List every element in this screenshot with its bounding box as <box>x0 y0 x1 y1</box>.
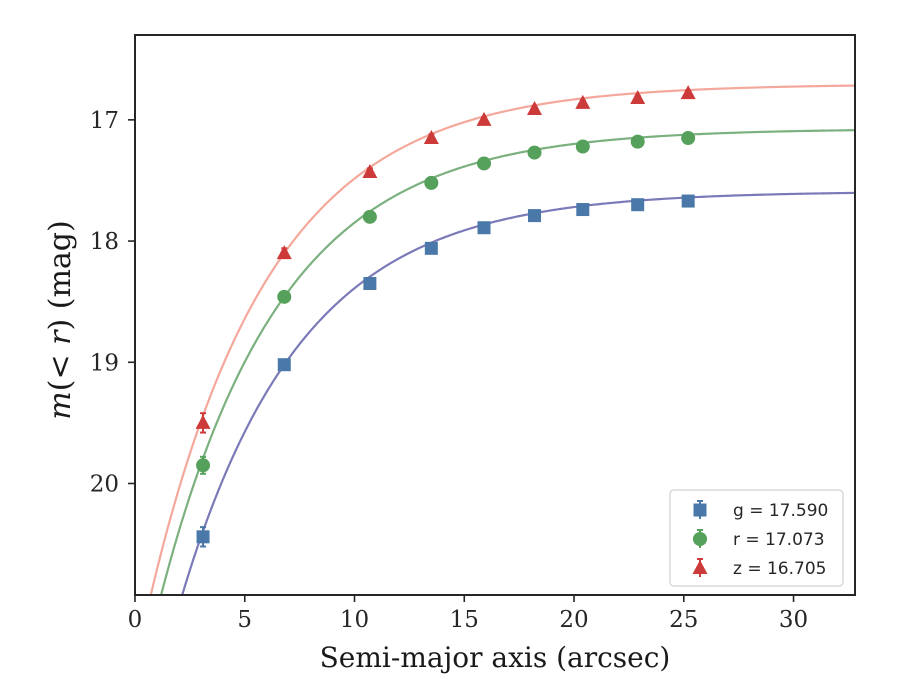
legend-marker-g <box>693 503 707 517</box>
data-point-z <box>362 163 378 178</box>
data-point-z <box>575 94 591 109</box>
data-point-g <box>477 221 491 235</box>
x-tick-label: 15 <box>450 607 479 633</box>
data-point-g <box>424 241 438 255</box>
y-tick-label: 17 <box>90 108 119 134</box>
x-tick-label: 5 <box>237 607 252 633</box>
x-tick-label: 0 <box>128 607 143 633</box>
data-point-z <box>276 245 292 260</box>
data-point-g <box>196 530 210 544</box>
legend-marker-z <box>692 560 708 574</box>
legend-box <box>669 489 844 587</box>
data-point-r <box>477 156 492 171</box>
data-point-r <box>362 209 377 224</box>
data-point-g <box>631 198 645 212</box>
data-point-g <box>363 276 377 290</box>
y-tick-label: 19 <box>90 350 119 376</box>
model-curve-r <box>159 129 855 595</box>
x-tick-label: 10 <box>340 607 369 633</box>
data-point-z <box>630 90 646 105</box>
y-axis-label: m(< r) (mag) <box>43 220 78 419</box>
data-point-g <box>576 203 590 217</box>
legend: g = 17.590 r = 17.073 z = 16.705 <box>669 489 844 587</box>
plot-frame <box>134 34 856 596</box>
series-r <box>196 131 696 475</box>
data-point-z <box>527 100 543 115</box>
x-tick-label: 30 <box>779 607 808 633</box>
data-point-r <box>277 289 292 304</box>
legend-marker-r <box>693 532 707 546</box>
model-curves <box>149 84 855 595</box>
data-point-g <box>681 194 695 208</box>
y-tick-label: 18 <box>90 229 119 255</box>
legend-label-g: g = 17.590 <box>733 501 828 521</box>
y-axis-ticks: 17 18 19 20 <box>90 108 135 497</box>
data-point-z <box>195 414 211 429</box>
data-point-r <box>424 175 439 190</box>
data-point-z <box>423 130 439 145</box>
x-tick-label: 25 <box>669 607 698 633</box>
series-g <box>196 194 695 548</box>
data-point-g <box>528 209 542 223</box>
data-point-r <box>196 458 211 473</box>
data-point-g <box>277 358 291 372</box>
data-point-r <box>575 139 590 154</box>
model-curve-z <box>149 84 855 595</box>
data-point-z <box>680 85 696 100</box>
series-z <box>195 85 696 434</box>
legend-label-z: z = 16.705 <box>733 559 826 579</box>
y-tick-label: 20 <box>90 471 119 497</box>
x-axis-label: Semi-major axis (arcsec) <box>320 641 671 674</box>
data-point-r <box>630 134 645 149</box>
data-points <box>195 85 696 548</box>
legend-label-r: r = 17.073 <box>733 530 825 550</box>
x-tick-label: 20 <box>559 607 588 633</box>
data-point-r <box>681 131 696 146</box>
data-point-z <box>476 111 492 126</box>
model-curve-g <box>181 191 855 595</box>
x-axis-ticks: 0 5 10 15 20 25 30 <box>128 595 808 633</box>
data-point-r <box>527 145 542 160</box>
